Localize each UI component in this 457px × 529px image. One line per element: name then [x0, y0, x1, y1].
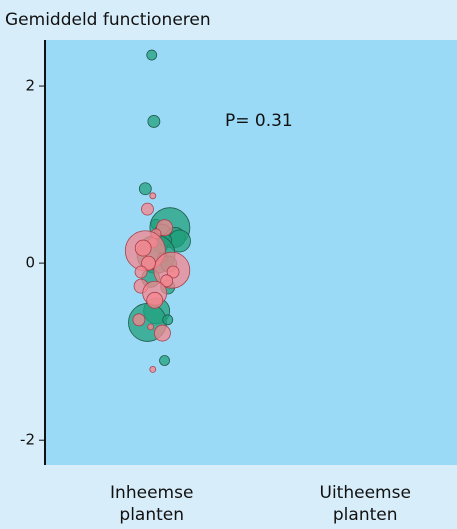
y-tick-label: -2 — [20, 431, 35, 449]
x-tick-label: Inheemse planten — [110, 483, 194, 525]
y-tick-label: 0 — [25, 254, 35, 272]
point — [141, 202, 154, 216]
point — [149, 192, 157, 200]
point — [147, 323, 155, 331]
point — [134, 239, 152, 257]
point — [149, 365, 157, 373]
point — [159, 355, 170, 366]
point — [134, 265, 148, 279]
chart-title: Gemiddeld functioneren — [5, 10, 211, 30]
point — [138, 182, 152, 196]
y-tick-label: 2 — [25, 77, 35, 95]
point — [141, 255, 156, 271]
point — [154, 324, 171, 342]
annotation: P= 0.31 — [225, 111, 293, 131]
point — [160, 274, 174, 288]
point — [132, 313, 146, 327]
point — [147, 115, 161, 128]
point — [162, 314, 174, 326]
plot-area — [45, 40, 457, 465]
point — [146, 49, 158, 61]
x-tick-label: Uitheemse planten — [319, 483, 411, 525]
point — [146, 291, 164, 309]
point — [166, 265, 180, 279]
